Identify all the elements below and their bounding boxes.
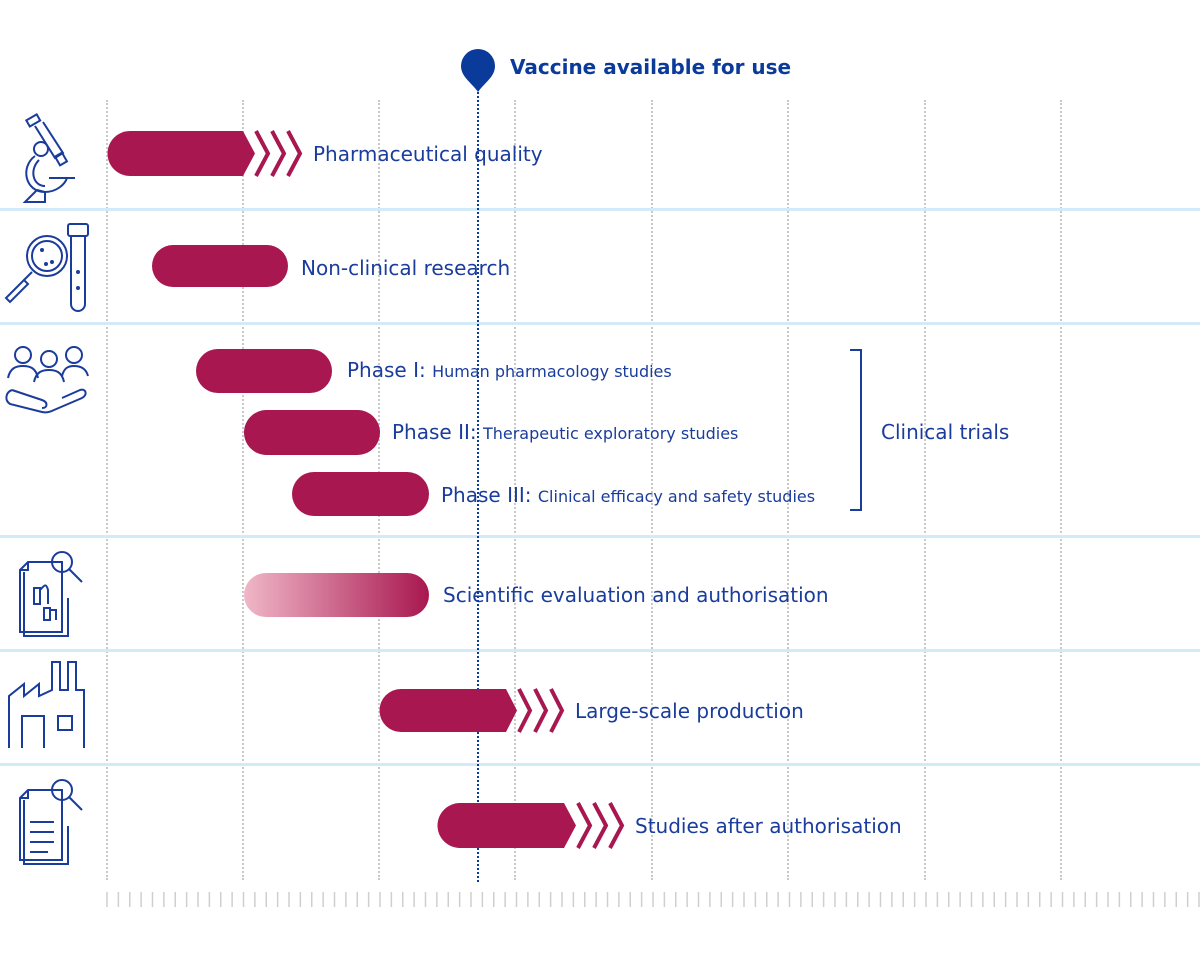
timeline-ticks: [106, 892, 1200, 907]
phase-desc: Therapeutic exploratory studies: [482, 424, 739, 443]
people-hand-icon: [5, 346, 89, 414]
label-non-clinical-research: Non-clinical research: [301, 256, 511, 280]
row-separator: [0, 208, 1200, 211]
label-scientific-evaluation: Scientific evaluation and authorisation: [443, 583, 829, 607]
map-pin-icon: [461, 49, 495, 92]
gridline: [651, 100, 653, 880]
row-separator: [0, 763, 1200, 766]
microscope-icon: [22, 113, 75, 203]
clinical-trials-bracket: [850, 349, 862, 511]
bar-phase-3: [292, 472, 429, 516]
label-phase-2: Phase II: Therapeutic exploratory studie…: [392, 420, 738, 446]
bar-studies-after-authorisation: [437, 802, 625, 849]
phase-name: Phase II:: [392, 420, 477, 444]
document-search-icon: [19, 779, 83, 865]
row-separator: [0, 535, 1200, 538]
row-separator: [0, 322, 1200, 325]
gridline: [106, 100, 108, 880]
gridline: [787, 100, 789, 880]
label-phase-1: Phase I: Human pharmacology studies: [347, 358, 672, 384]
phase-name: Phase I:: [347, 358, 426, 382]
gridline: [924, 100, 926, 880]
label-studies-after-authorisation: Studies after authorisation: [635, 814, 902, 838]
factory-icon: [8, 661, 85, 748]
row-separator: [0, 649, 1200, 652]
bar-pharmaceutical-quality: [107, 130, 303, 177]
milestone-line: [477, 92, 479, 882]
label-clinical-trials: Clinical trials: [881, 420, 1010, 444]
label-phase-3: Phase III: Clinical efficacy and safety …: [441, 483, 815, 509]
label-large-scale-production: Large-scale production: [575, 699, 804, 723]
bar-scientific-evaluation: [244, 573, 429, 617]
phase-desc: Clinical efficacy and safety studies: [537, 487, 816, 506]
bar-phase-2: [244, 410, 380, 455]
phase-name: Phase III:: [441, 483, 532, 507]
label-pharmaceutical-quality: Pharmaceutical quality: [313, 142, 543, 166]
bar-non-clinical-research: [152, 245, 288, 287]
document-review-icon: [19, 551, 83, 637]
bar-phase-1: [196, 349, 332, 393]
milestone-label: Vaccine available for use: [510, 55, 792, 79]
phase-desc: Human pharmacology studies: [432, 362, 672, 381]
magnifier-test-tube-icon: [4, 223, 89, 312]
gridline: [242, 100, 244, 880]
gridline: [514, 100, 516, 880]
bar-large-scale-production: [379, 688, 565, 733]
gridline: [1060, 100, 1062, 880]
